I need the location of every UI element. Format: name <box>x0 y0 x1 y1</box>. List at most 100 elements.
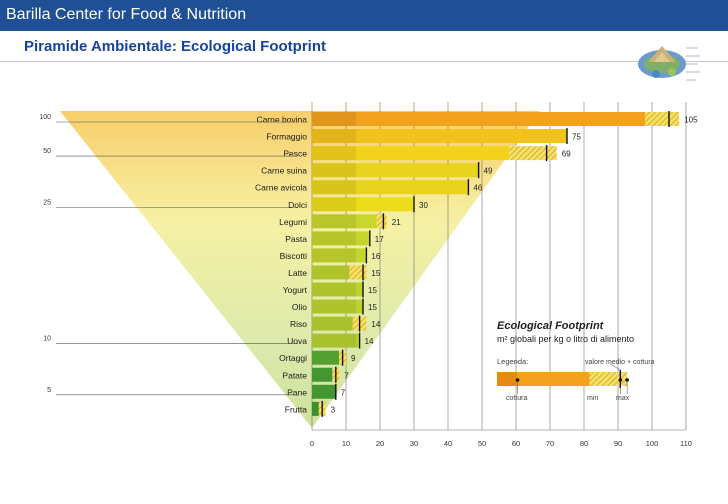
bar-cooking-15 <box>312 367 333 382</box>
bar-13 <box>312 333 360 348</box>
scale-label-3: 10 <box>43 336 51 343</box>
bar-2 <box>312 146 510 161</box>
food-pyramid-globe-icon <box>638 46 700 81</box>
bar-value-label-1: 75 <box>572 133 581 142</box>
bar-cooking-14 <box>312 350 340 365</box>
bar-10 <box>312 282 363 297</box>
legend-example-bar <box>497 363 629 394</box>
bar-14 <box>312 350 340 365</box>
bar-cooking-8 <box>312 248 357 263</box>
pyramid-scale: 100 50 25 10 5 <box>39 114 298 396</box>
category-label-17: Frutta <box>285 404 307 414</box>
x-tick-label-10: 100 <box>646 439 659 448</box>
category-label-14: Ortaggi <box>279 353 307 363</box>
bar-value-label-4: 46 <box>473 184 482 193</box>
bar-9 <box>312 265 350 280</box>
x-tick-label-3: 30 <box>410 439 418 448</box>
bar-range-2 <box>509 146 557 161</box>
bar-cooking-10 <box>312 282 357 297</box>
category-label-1: Formaggio <box>266 132 307 142</box>
category-label-2: Pesce <box>283 149 307 159</box>
bar-value-label-13: 14 <box>365 337 374 346</box>
category-label-12: Riso <box>290 319 307 329</box>
bar-8 <box>312 248 367 263</box>
legend-title: Ecological Footprint <box>497 320 605 332</box>
category-label-4: Carne avicola <box>255 183 307 193</box>
x-tick-label-1: 10 <box>342 439 350 448</box>
bar-cooking-4 <box>312 180 357 195</box>
bar-value-label-5: 30 <box>419 201 428 210</box>
category-label-10: Yogurt <box>283 285 308 295</box>
x-tick-label-4: 40 <box>444 439 452 448</box>
bar-series: Carne bovina 105 Formaggio 75 Pesce 69 Carne s… <box>255 111 698 417</box>
bar-16 <box>312 384 336 399</box>
legend-cooking-segment <box>497 372 518 386</box>
category-label-8: Biscotti <box>280 251 308 261</box>
bar-1 <box>312 129 567 144</box>
x-tick-label-2: 20 <box>376 439 384 448</box>
bar-7 <box>312 231 370 246</box>
x-tick-label-5: 50 <box>478 439 486 448</box>
bar-cooking-7 <box>312 231 357 246</box>
x-tick-label-7: 70 <box>546 439 554 448</box>
bar-cooking-6 <box>312 214 357 229</box>
bar-value-label-3: 49 <box>484 167 493 176</box>
bar-value-label-16: 7 <box>341 388 346 397</box>
legend-max-label: max <box>616 395 630 402</box>
bar-value-label-15: 7 <box>344 371 349 380</box>
bar-value-label-6: 21 <box>392 218 401 227</box>
bar-4 <box>312 180 469 195</box>
bar-range-6 <box>376 214 387 229</box>
bar-cooking-0 <box>312 112 357 126</box>
bar-value-label-14: 9 <box>351 354 356 363</box>
legend-value-segment <box>517 372 590 386</box>
bar-cooking-1 <box>312 129 357 144</box>
bar-cooking-16 <box>312 384 336 399</box>
legend-range-segment <box>589 372 628 386</box>
legend-cooking-label: cottura <box>506 395 528 402</box>
bar-12 <box>312 316 353 331</box>
bar-cooking-5 <box>312 197 357 212</box>
scale-label-2: 25 <box>43 199 51 206</box>
x-axis-ticks: 0 10 20 30 40 50 60 70 80 90 100 110 <box>310 429 692 448</box>
bar-cooking-9 <box>312 265 350 280</box>
category-label-6: Legumi <box>279 217 307 227</box>
bar-6 <box>312 214 377 229</box>
bar-3 <box>312 163 479 178</box>
title-divider <box>0 61 728 62</box>
bar-cooking-11 <box>312 299 357 314</box>
x-tick-label-9: 90 <box>614 439 622 448</box>
x-tick-label-0: 0 <box>310 439 314 448</box>
category-label-7: Pasta <box>285 234 307 244</box>
scale-label-1: 50 <box>43 148 51 155</box>
bar-cooking-17 <box>312 401 319 416</box>
bar-range-0 <box>645 112 680 126</box>
bar-0 <box>312 112 646 126</box>
bar-5 <box>312 197 414 212</box>
category-label-5: Dolci <box>288 200 307 210</box>
bar-11 <box>312 299 363 314</box>
x-tick-label-8: 80 <box>580 439 588 448</box>
x-tick-label-6: 60 <box>512 439 520 448</box>
bar-value-label-12: 14 <box>371 320 380 329</box>
legend-value-pointer <box>610 363 621 371</box>
scale-label-0: 100 <box>39 114 51 121</box>
header-title: Barilla Center for Food & Nutrition <box>6 6 247 23</box>
bar-value-label-8: 16 <box>371 252 380 261</box>
bar-value-label-0: 105 <box>684 116 698 125</box>
bar-17 <box>312 401 319 416</box>
bar-value-label-9: 15 <box>371 269 380 278</box>
category-label-15: Patate <box>282 370 307 380</box>
category-label-13: Uova <box>287 336 307 346</box>
bar-cooking-2 <box>312 146 357 161</box>
bar-range-9 <box>349 265 367 280</box>
category-label-9: Latte <box>288 268 307 278</box>
legend: Ecological Footprint m² globali per kg o… <box>497 320 655 402</box>
bar-value-label-11: 15 <box>368 303 377 312</box>
category-label-11: Olio <box>292 302 307 312</box>
x-tick-label-11: 110 <box>680 439 692 448</box>
category-label-16: Pane <box>287 387 307 397</box>
category-label-3: Carne suina <box>261 166 307 176</box>
header-bar: Barilla Center for Food & Nutrition <box>0 0 728 31</box>
bar-15 <box>312 367 333 382</box>
